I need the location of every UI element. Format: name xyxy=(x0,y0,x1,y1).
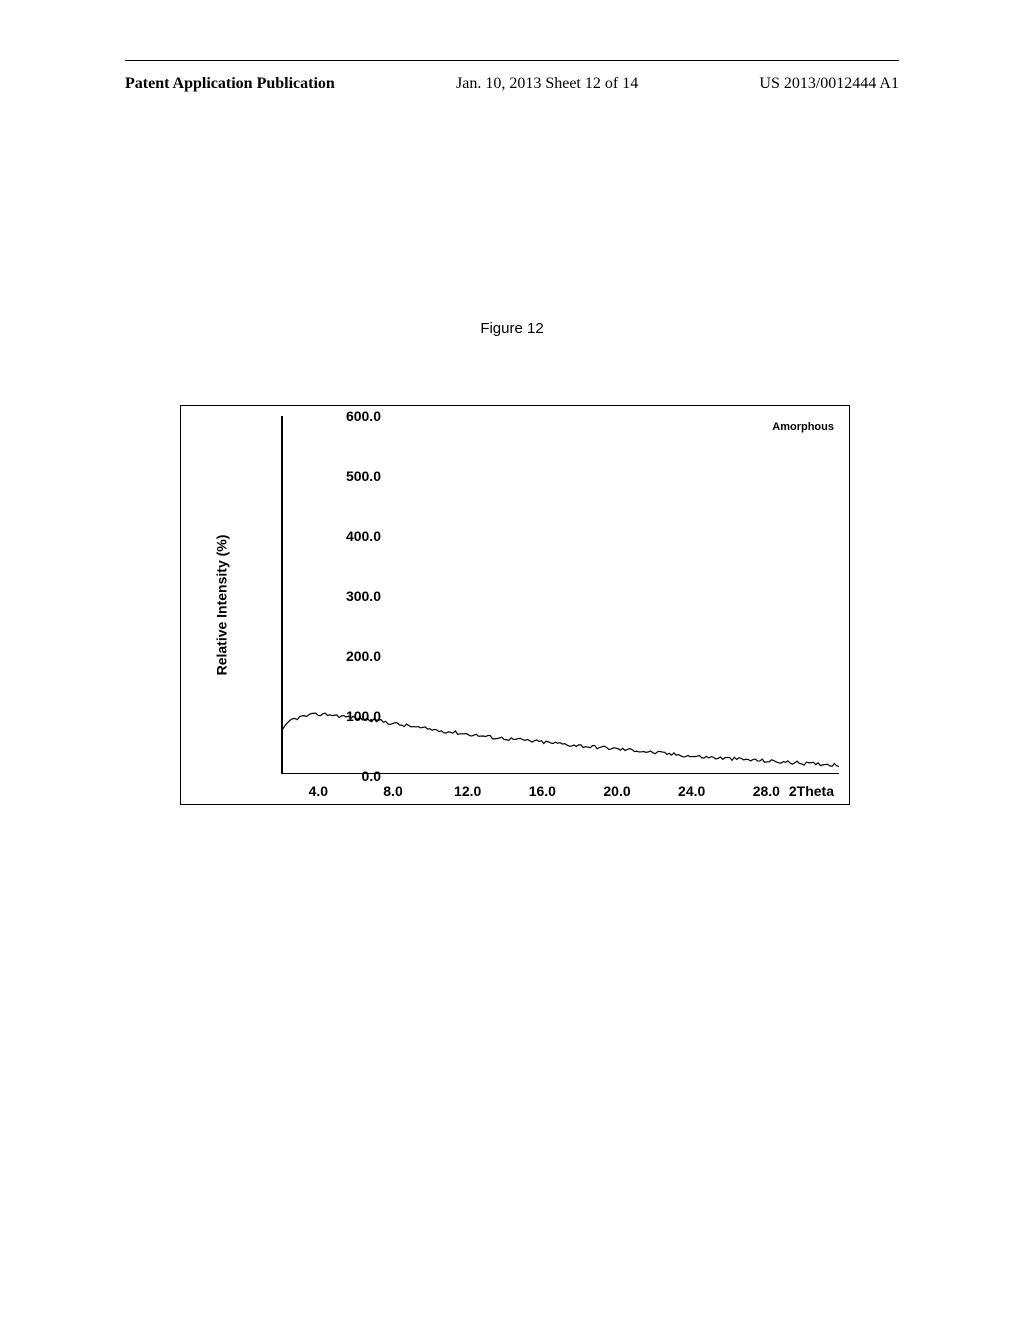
x-tick-label: 4.0 xyxy=(309,783,328,799)
header-publication-type: Patent Application Publication xyxy=(125,75,335,93)
header-date-sheet: Jan. 10, 2013 Sheet 12 of 14 xyxy=(456,75,638,93)
x-tick-label: 12.0 xyxy=(454,783,481,799)
header-patent-number: US 2013/0012444 A1 xyxy=(759,75,899,93)
x-axis-label: 2Theta xyxy=(789,783,834,799)
y-tick-label: 400.0 xyxy=(286,528,381,544)
y-tick-label: 600.0 xyxy=(286,408,381,424)
x-tick-label: 28.0 xyxy=(753,783,780,799)
y-tick-label: 100.0 xyxy=(286,708,381,724)
x-tick-label: 20.0 xyxy=(603,783,630,799)
figure-label: Figure 12 xyxy=(480,320,543,337)
y-tick-label: 500.0 xyxy=(286,468,381,484)
x-tick-label: 8.0 xyxy=(383,783,402,799)
xrpd-chart: Relative Intensity (%) Amorphous 0.0100.… xyxy=(180,405,850,805)
y-axis-label: Relative Intensity (%) xyxy=(213,535,229,676)
y-tick-label: 300.0 xyxy=(286,588,381,604)
x-tick-label: 24.0 xyxy=(678,783,705,799)
plot-area: 0.0100.0200.0300.0400.0500.0600.0 xyxy=(281,416,839,774)
y-tick-label: 200.0 xyxy=(286,648,381,664)
x-tick-label: 16.0 xyxy=(529,783,556,799)
page-header: Patent Application Publication Jan. 10, … xyxy=(125,75,899,93)
header-rule xyxy=(125,60,899,61)
y-tick-label: 0.0 xyxy=(286,768,381,784)
